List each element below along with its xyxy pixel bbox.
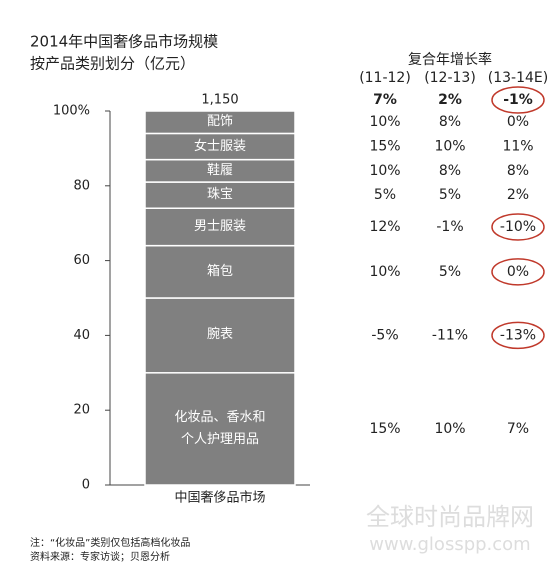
- chart-title: 2014年中国奢侈品市场规模: [30, 33, 218, 51]
- y-tick-label: 40: [73, 328, 90, 343]
- column-header: (12-13): [424, 70, 476, 86]
- cagr-cell: -1%: [436, 219, 463, 235]
- cagr-cell: 5%: [439, 187, 461, 203]
- cagr-cell: 10%: [369, 114, 400, 130]
- cagr-cell: 5%: [374, 187, 396, 203]
- highlight-circle: [491, 258, 545, 286]
- segment-label: 配饰: [145, 111, 295, 133]
- bar-segment: [144, 110, 296, 135]
- highlight-circle: [491, 86, 545, 114]
- cagr-cell: 10%: [434, 421, 465, 437]
- cagr-cell: 7%: [507, 421, 529, 437]
- highlight-circle: [491, 321, 545, 350]
- cagr-cell: 8%: [439, 163, 461, 179]
- segment-label: 化妆品、香水和个人护理用品: [145, 373, 295, 485]
- note: 注：“化妆品”类别仅包括高档化妆品: [30, 536, 190, 549]
- cagr-cell: 0%: [507, 114, 529, 130]
- cagr-cell: -13%: [500, 327, 536, 343]
- cagr-cell: 12%: [369, 219, 400, 235]
- segment-label: 鞋履: [145, 160, 295, 182]
- segment-label-text: 化妆品、香水和个人护理用品: [174, 409, 266, 447]
- segment-label: 珠宝: [145, 182, 295, 208]
- y-tick-label: 60: [73, 253, 90, 268]
- x-tick-label: 中国奢侈品市场: [174, 490, 265, 506]
- table-title: 复合年增长率: [408, 51, 492, 68]
- segment-label: 箱包: [145, 246, 295, 298]
- total-label: 1,150: [201, 93, 238, 108]
- cagr-cell: -5%: [371, 327, 398, 343]
- segment-label: 男士服装: [145, 208, 295, 245]
- segment-label-text: 鞋履: [206, 162, 233, 178]
- bar-segment: [144, 207, 296, 247]
- total-cell: -1%: [503, 92, 533, 108]
- segment-label-text: 女士服装: [193, 138, 246, 154]
- y-tick-label: 20: [73, 403, 90, 418]
- y-tick-label: 0: [82, 478, 90, 493]
- cagr-cell: -10%: [500, 219, 536, 235]
- chart-subtitle: 按产品类别划分（亿元）: [30, 55, 195, 73]
- y-tick-label: 80: [73, 178, 90, 193]
- segment-label-text: 配饰: [206, 114, 233, 130]
- segment-label-text: 男士服装: [193, 218, 246, 234]
- cagr-cell: 2%: [507, 187, 529, 203]
- cagr-cell: -11%: [432, 327, 468, 343]
- watermark: 全球时尚品牌网: [366, 503, 534, 531]
- segment-label-text: 腕表: [206, 327, 233, 343]
- cagr-cell: 10%: [369, 163, 400, 179]
- note: 资料来源：专家访谈；贝恩分析: [30, 550, 170, 563]
- y-tick-label: 100%: [53, 104, 90, 119]
- bar-segment: [144, 244, 296, 299]
- cagr-cell: 5%: [439, 264, 461, 280]
- cagr-cell: 8%: [507, 163, 529, 179]
- segment-label: 腕表: [145, 298, 295, 373]
- column-header: (11-12): [359, 70, 411, 86]
- cagr-cell: 8%: [439, 114, 461, 130]
- cagr-cell: 10%: [369, 264, 400, 280]
- cagr-cell: 15%: [369, 421, 400, 437]
- column-header: (13-14E): [488, 70, 548, 86]
- segment-label: 女士服装: [145, 133, 295, 159]
- cagr-cell: 10%: [434, 139, 465, 155]
- segment-label-text: 箱包: [206, 263, 233, 279]
- highlight-circle: [491, 213, 545, 241]
- total-cell: 2%: [438, 92, 462, 108]
- cagr-cell: 0%: [507, 264, 529, 280]
- watermark: www.glosspp.com: [369, 534, 530, 555]
- total-cell: 7%: [373, 92, 397, 108]
- segment-label-text: 珠宝: [206, 187, 233, 203]
- cagr-cell: 15%: [369, 139, 400, 155]
- cagr-cell: 11%: [502, 139, 533, 155]
